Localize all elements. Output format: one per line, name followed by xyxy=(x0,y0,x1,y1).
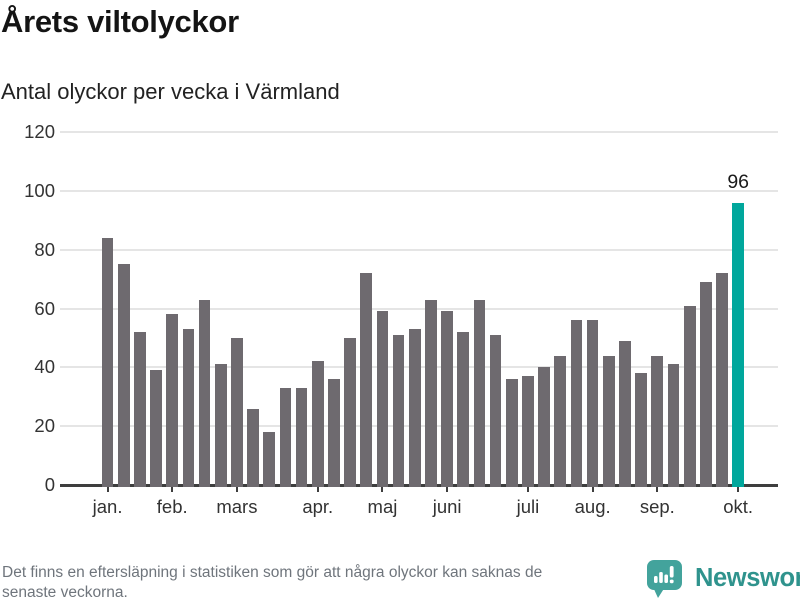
bar-week-35 xyxy=(651,355,664,487)
x-axis-month-tick xyxy=(526,486,529,492)
y-axis-tick-label: 20 xyxy=(34,415,55,437)
x-axis-month-tick xyxy=(381,486,384,492)
y-axis-tick-label: 0 xyxy=(44,474,55,495)
bar-week-9 xyxy=(231,337,243,487)
newsworthy-wordmark: Newsworthy xyxy=(695,563,800,592)
x-axis-month-tick xyxy=(446,486,449,492)
gridline xyxy=(60,248,778,251)
bar-week-11 xyxy=(263,432,276,487)
x-axis-month-label: aug. xyxy=(574,496,611,517)
bar-week-6 xyxy=(182,329,195,487)
bar-week-29 xyxy=(554,355,567,487)
bar-week-5 xyxy=(166,314,179,487)
highlight-value-label: 96 xyxy=(727,170,750,193)
x-axis-month-label: feb. xyxy=(156,496,188,517)
x-axis-month-tick xyxy=(106,486,109,492)
y-axis-tick-label: 40 xyxy=(34,356,55,378)
chart-subtitle: Antal olyckor per vecka i Värmland xyxy=(1,79,340,104)
bar-week-38 xyxy=(699,282,712,487)
y-axis-tick-label: 120 xyxy=(24,121,55,142)
bar-week-7 xyxy=(198,299,211,487)
bar-week-32 xyxy=(602,355,615,487)
bar-week-37 xyxy=(683,305,696,487)
bar-week-12 xyxy=(279,387,292,487)
plot-area: 96 xyxy=(60,131,778,492)
x-axis-month-tick xyxy=(656,486,659,492)
x-axis-month-tick xyxy=(235,486,238,492)
footnote-line-2: senaste veckorna. xyxy=(2,584,128,600)
x-axis-month-label: juli xyxy=(516,496,540,517)
bar-week-16 xyxy=(344,337,356,487)
gridline xyxy=(60,189,778,192)
bar-week-1 xyxy=(101,237,114,487)
x-axis-month-tick xyxy=(171,486,174,492)
bar-week-26 xyxy=(505,379,518,487)
x-axis-month-label: maj xyxy=(367,496,398,517)
x-axis-month-label: sep. xyxy=(639,496,675,517)
bar-week-31 xyxy=(586,320,599,487)
x-axis-month-label: apr. xyxy=(302,496,334,517)
y-axis-tick-label: 100 xyxy=(24,179,55,201)
bar-week-23 xyxy=(457,332,470,487)
bar-week-15 xyxy=(328,379,340,487)
x-axis-month-label: jan. xyxy=(92,496,123,517)
chart-title: Årets viltolyckor xyxy=(1,4,239,39)
bar-week-22 xyxy=(441,311,453,487)
footnote-line-1: Det finns en eftersläpning i statistiken… xyxy=(2,564,543,581)
bar-week-27 xyxy=(522,376,534,487)
bar-week-19 xyxy=(392,334,405,487)
newsworthy-logo: Newsworthy xyxy=(646,557,800,599)
bar-week-36 xyxy=(667,364,680,487)
bar-week-4 xyxy=(150,370,162,487)
newsworthy-logo-icon xyxy=(646,558,684,599)
bar-week-17 xyxy=(360,273,373,487)
bar-week-13 xyxy=(295,387,308,487)
bar-week-21 xyxy=(425,299,437,487)
bar-week-2 xyxy=(117,264,130,487)
bar-week-20 xyxy=(408,329,421,487)
bar-week-8 xyxy=(214,364,227,487)
gridline xyxy=(60,307,778,310)
bar-week-14 xyxy=(311,361,324,487)
y-axis-tick-label: 60 xyxy=(34,297,55,319)
bar-week-34 xyxy=(635,373,647,487)
bar-week-39 xyxy=(716,273,728,487)
bar-week-18 xyxy=(376,311,389,487)
x-axis-month-tick xyxy=(737,486,740,492)
x-axis-month-tick xyxy=(591,486,594,492)
bar-week-25 xyxy=(489,334,502,487)
bar-week-10 xyxy=(247,408,259,487)
y-axis-tick-label: 80 xyxy=(34,238,55,260)
x-axis-month-label: juni xyxy=(432,496,462,517)
footnote: Det finns en eftersläpning i statistiken… xyxy=(2,563,632,600)
bar-week-30 xyxy=(570,320,583,487)
bar-week-28 xyxy=(538,367,550,487)
bar-week-33 xyxy=(619,340,631,487)
bar-week-40 xyxy=(732,202,745,487)
bar-week-24 xyxy=(473,299,486,487)
x-axis-month-tick xyxy=(316,486,319,492)
gridline xyxy=(60,131,778,133)
x-axis-month-label: okt. xyxy=(723,496,754,517)
x-axis-month-label: mars xyxy=(216,496,258,517)
bar-week-3 xyxy=(134,332,146,487)
